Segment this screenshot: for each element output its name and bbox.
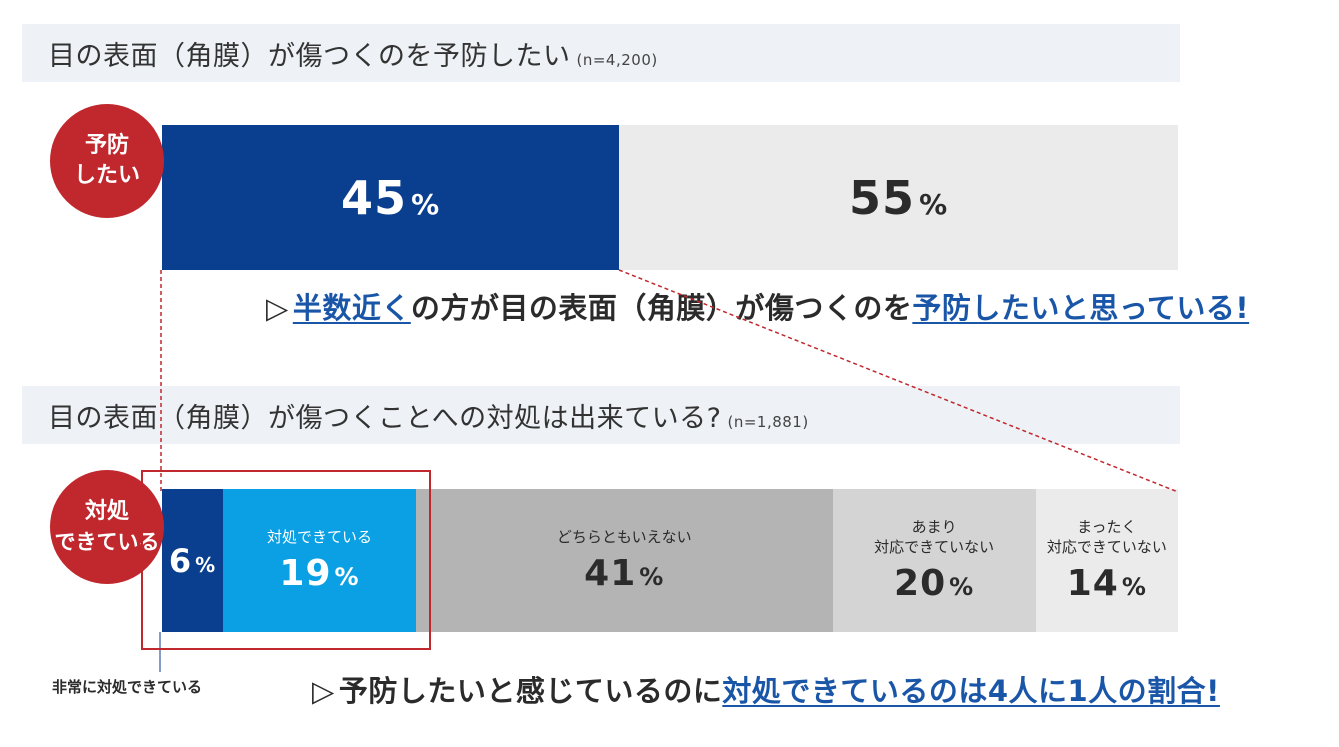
note-very-coping: 非常に対処できている <box>52 678 203 696</box>
question-2-title: 目の表面（角膜）が傷つくことへの対処は出来ている? (n=1,881) <box>48 402 809 434</box>
callout-1: ▷ 半数近くの方が目の表面（角膜）が傷つくのを予防したいと思っている! <box>266 285 1249 327</box>
highlight-box <box>141 470 431 650</box>
connector-q1-right <box>618 269 1179 493</box>
bar2-label-coping: 対処できている <box>266 528 372 546</box>
bar2-value-coping: 19% <box>279 553 360 594</box>
question-1-n: (n=4,200) <box>576 50 658 69</box>
bar2-label-not-at-all: まったく 対応できていない <box>1046 518 1167 556</box>
callout-2: ▷ 予防したいと感じているのに対処できているのは4人に1人の割合! <box>312 668 1220 710</box>
badge-prevent: 予防 したい <box>50 104 164 218</box>
bar2-label-not-much: あまり 対応できていない <box>874 518 995 556</box>
triangle-icon: ▷ <box>266 291 289 325</box>
bar1-segment-prevent: 45% <box>162 125 620 270</box>
question-2-n: (n=1,881) <box>727 412 809 431</box>
bar2-segment-not-much: あまり 対応できていない 20% <box>832 489 1036 632</box>
bar2-segment-very-coping: 6% <box>162 489 223 632</box>
bar2-value-not-much: 20% <box>894 563 975 604</box>
question-1-band: 目の表面（角膜）が傷つくのを予防したい (n=4,200) <box>22 24 1180 82</box>
bar2-segment-not-at-all: まったく 対応できていない 14% <box>1035 489 1178 632</box>
callout-1-text: の方が目の表面（角膜）が傷つくのを <box>410 291 913 325</box>
bar1-segment-other: 55% <box>619 125 1178 270</box>
bar2-value-very-coping: 6% <box>168 541 217 580</box>
callout-2-highlight: 対処できているのは4人に1人の割合! <box>722 674 1220 708</box>
bar2-value-not-at-all: 14% <box>1066 563 1147 604</box>
bar2-segment-coping: 対処できている 19% <box>222 489 416 632</box>
bar-question-2: 6% 対処できている 19% どちらともいえない 41% あまり 対応できていない… <box>162 489 1178 632</box>
bar-question-1: 45% 55% <box>162 125 1178 270</box>
callout-1-highlight-1: 半数近く <box>292 291 411 325</box>
bar2-segment-neutral: どちらともいえない 41% <box>415 489 833 632</box>
triangle-icon: ▷ <box>312 674 335 708</box>
question-2-band: 目の表面（角膜）が傷つくことへの対処は出来ている? (n=1,881) <box>22 386 1180 444</box>
bar1-value-other: 55% <box>849 170 949 225</box>
bar1-value-prevent: 45% <box>341 170 441 225</box>
badge-prevent-line2: したい <box>73 163 140 188</box>
callout-1-highlight-2: 予防したいと思っている! <box>912 291 1250 325</box>
badge-coping: 対処 できている <box>50 470 164 584</box>
callout-2-text: 予防したいと感じているのに <box>338 674 723 708</box>
question-1-title: 目の表面（角膜）が傷つくのを予防したい (n=4,200) <box>48 40 658 72</box>
badge-prevent-line1: 予防 <box>84 133 129 158</box>
bar2-value-neutral: 41% <box>584 553 665 594</box>
bar2-label-neutral: どちらともいえない <box>556 528 692 546</box>
badge-coping-line1: 対処 <box>84 499 129 524</box>
